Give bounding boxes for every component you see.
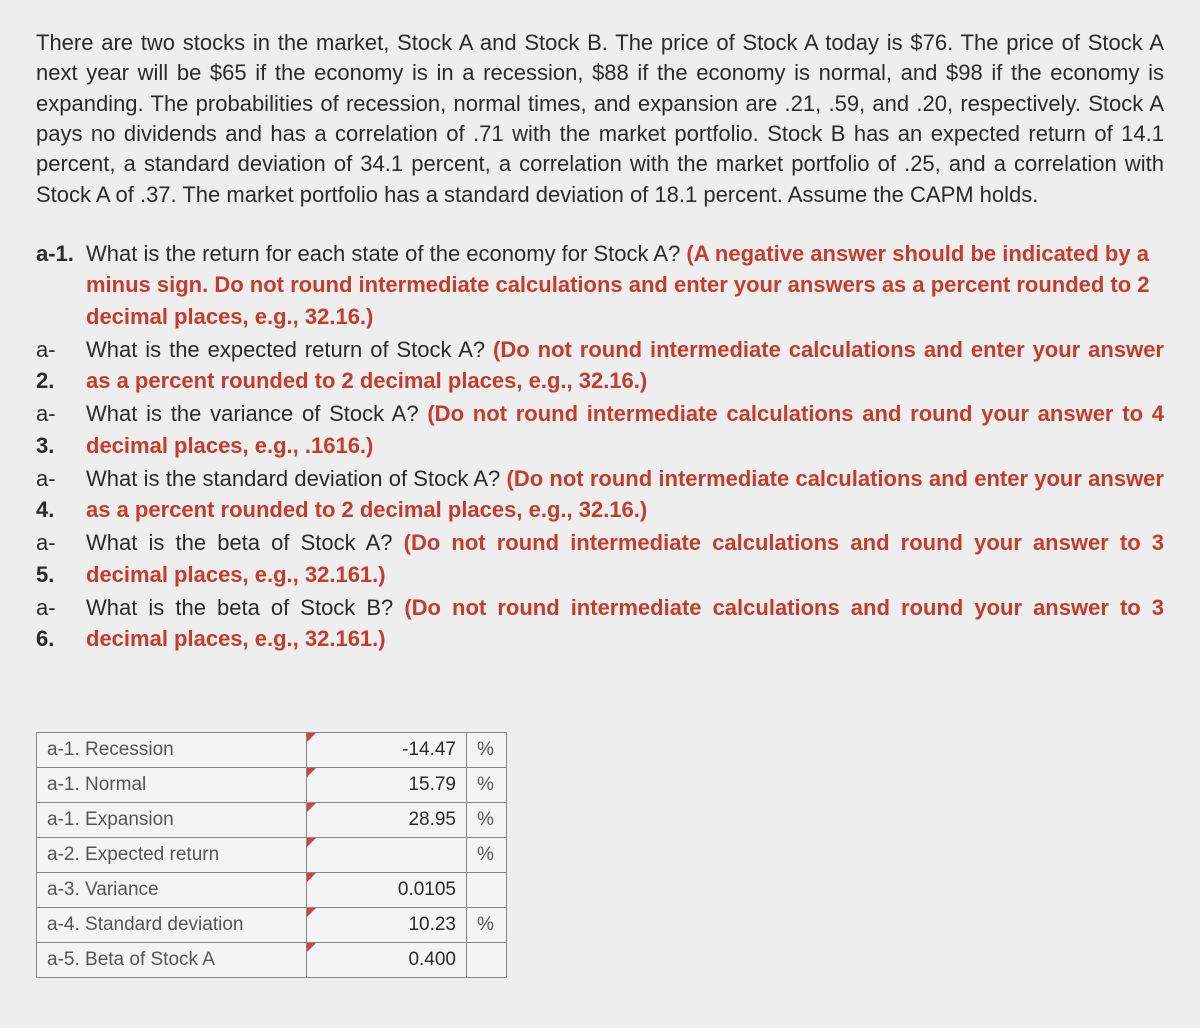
table-row: a-1. Expansion28.95%: [37, 803, 507, 838]
question-a3: a-3. What is the variance of Stock A? (D…: [36, 398, 1164, 460]
answer-value-input[interactable]: -14.47: [307, 733, 467, 768]
question-a4-label-num: 4.: [36, 494, 86, 525]
question-a2-label-num: 2.: [36, 365, 86, 396]
answer-label: a-5. Beta of Stock A: [37, 943, 307, 978]
question-a1-text: What is the return for each state of the…: [86, 241, 686, 266]
answer-label: a-4. Standard deviation: [37, 908, 307, 943]
answer-value-input[interactable]: 0.0105: [307, 873, 467, 908]
question-a1-label: a-1.: [36, 238, 86, 332]
question-a2-label-top: a-: [36, 334, 86, 365]
answer-unit: %: [467, 838, 507, 873]
answer-table: a-1. Recession-14.47%a-1. Normal15.79%a-…: [36, 732, 507, 978]
answer-value-input[interactable]: 15.79: [307, 768, 467, 803]
question-a5-label-top: a-: [36, 527, 86, 558]
answer-value-input[interactable]: 0.400: [307, 943, 467, 978]
question-a4: a-4. What is the standard deviation of S…: [36, 463, 1164, 525]
answer-unit: %: [467, 733, 507, 768]
problem-statement: There are two stocks in the market, Stoc…: [36, 28, 1164, 210]
table-row: a-4. Standard deviation10.23%: [37, 908, 507, 943]
table-row: a-2. Expected return%: [37, 838, 507, 873]
question-list: a-1. What is the return for each state o…: [36, 238, 1164, 654]
answer-value-input[interactable]: [307, 838, 467, 873]
answer-unit: [467, 873, 507, 908]
question-a5-text: What is the beta of Stock A?: [86, 530, 404, 555]
answer-unit: %: [467, 803, 507, 838]
question-a4-text: What is the standard deviation of Stock …: [86, 466, 507, 491]
question-a6-label-top: a-: [36, 592, 86, 623]
answer-label: a-1. Recession: [37, 733, 307, 768]
table-row: a-5. Beta of Stock A0.400: [37, 943, 507, 978]
question-a1: a-1. What is the return for each state o…: [36, 238, 1164, 332]
answer-label: a-3. Variance: [37, 873, 307, 908]
answer-label: a-2. Expected return: [37, 838, 307, 873]
question-a3-label-num: 3.: [36, 430, 86, 461]
answer-unit: [467, 943, 507, 978]
question-a5-label-num: 5.: [36, 559, 86, 590]
question-a3-text: What is the variance of Stock A?: [86, 401, 427, 426]
question-a5: a-5. What is the beta of Stock A? (Do no…: [36, 527, 1164, 589]
answer-label: a-1. Expansion: [37, 803, 307, 838]
question-a2: a-2. What is the expected return of Stoc…: [36, 334, 1164, 396]
question-a2-text: What is the expected return of Stock A?: [86, 337, 493, 362]
table-row: a-3. Variance0.0105: [37, 873, 507, 908]
question-a4-label-top: a-: [36, 463, 86, 494]
answer-value-input[interactable]: 28.95: [307, 803, 467, 838]
question-a6-text: What is the beta of Stock B?: [86, 595, 404, 620]
table-row: a-1. Normal15.79%: [37, 768, 507, 803]
question-a3-label-top: a-: [36, 398, 86, 429]
answer-value-input[interactable]: 10.23: [307, 908, 467, 943]
answer-unit: %: [467, 908, 507, 943]
question-a6-label-num: 6.: [36, 623, 86, 654]
answer-unit: %: [467, 768, 507, 803]
question-a6: a-6. What is the beta of Stock B? (Do no…: [36, 592, 1164, 654]
table-row: a-1. Recession-14.47%: [37, 733, 507, 768]
answer-label: a-1. Normal: [37, 768, 307, 803]
